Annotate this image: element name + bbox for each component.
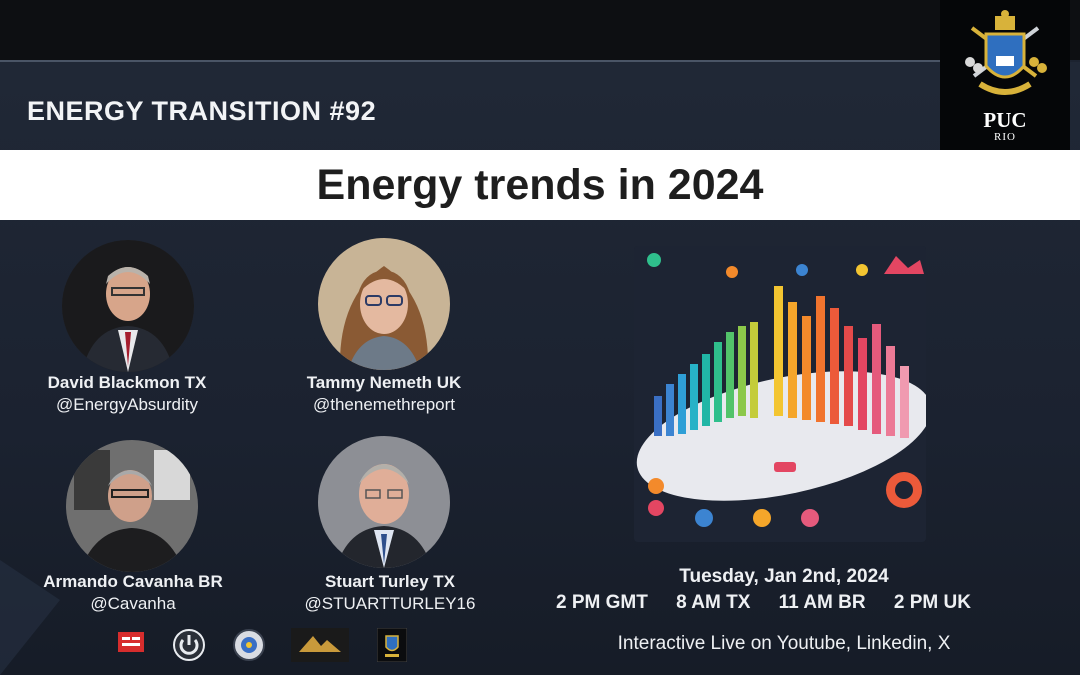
crest-icon	[965, 10, 1047, 95]
sponsor-logo-sandstone	[290, 628, 350, 662]
speaker-photo-armando	[66, 440, 198, 572]
speaker-photo-tammy	[318, 238, 450, 370]
top-divider	[0, 60, 940, 62]
puc-crest-icon	[377, 628, 407, 662]
ce-energy-icon	[118, 632, 144, 652]
energy-infographic-image	[634, 246, 926, 542]
time-uk: 2 PM UK	[893, 592, 971, 613]
speaker-photo-david	[62, 240, 194, 372]
event-times: 2 PM GMT 8 AM TX 11 AM BR 2 PM UK	[556, 592, 994, 614]
corner-decoration	[0, 560, 60, 675]
speaker-name: Tammy Nemeth UK	[306, 373, 462, 392]
time-gmt: 2 PM GMT	[556, 592, 648, 613]
time-tx: 8 AM TX	[676, 592, 751, 613]
speaker-handle: @thenemethreport	[312, 395, 455, 414]
speaker-name: Stuart Turley TX	[324, 572, 456, 591]
event-date: Tuesday, Jan 2nd, 2024	[679, 566, 889, 587]
time-br: 11 AM BR	[778, 592, 866, 613]
logo-subtitle: RIO	[994, 131, 1016, 143]
speaker-photo-stuart	[318, 436, 450, 568]
power-icon	[173, 629, 205, 661]
speaker-handle: @EnergyAbsurdity	[56, 395, 198, 414]
sponsor-logo-power	[172, 628, 206, 662]
speaker-name: Armando Cavanha BR	[43, 572, 223, 591]
badge-icon	[233, 629, 265, 661]
platforms-text: Interactive Live on Youtube, Linkedin, X	[617, 633, 951, 654]
sponsor-logo-puc	[376, 628, 408, 662]
speaker-handle: @Cavanha	[90, 594, 176, 613]
puc-rio-logo: PUC RIO	[940, 0, 1070, 150]
sponsor-logo-badge	[232, 628, 266, 662]
title-band: Energy trends in 2024	[0, 150, 1080, 220]
top-bar	[0, 0, 1080, 60]
event-title: Energy trends in 2024	[316, 161, 764, 209]
speaker-name: David Blackmon TX	[47, 373, 207, 392]
series-title: ENERGY TRANSITION #92	[27, 96, 377, 126]
speaker-handle: @STUARTTURLEY16	[304, 594, 476, 613]
sandstone-icon	[291, 628, 349, 662]
logo-name: PUC	[983, 108, 1027, 132]
sponsor-logo-ce-energy	[114, 628, 148, 662]
